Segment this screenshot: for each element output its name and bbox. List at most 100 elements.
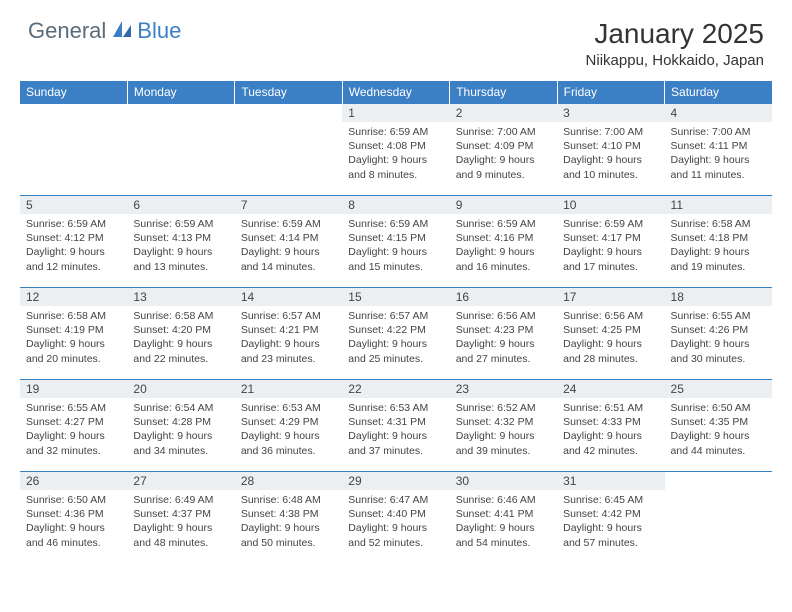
calendar-cell <box>127 104 234 196</box>
calendar-cell: 30Sunrise: 6:46 AMSunset: 4:41 PMDayligh… <box>450 472 557 564</box>
day-number: 31 <box>557 472 664 490</box>
day-data: Sunrise: 6:58 AMSunset: 4:19 PMDaylight:… <box>20 306 127 368</box>
weekday-header: Sunday <box>20 81 127 104</box>
weekday-header: Thursday <box>450 81 557 104</box>
calendar-cell <box>665 472 772 564</box>
day-data: Sunrise: 6:53 AMSunset: 4:31 PMDaylight:… <box>342 398 449 460</box>
day-number: 21 <box>235 380 342 398</box>
month-title: January 2025 <box>586 18 764 50</box>
day-data: Sunrise: 6:47 AMSunset: 4:40 PMDaylight:… <box>342 490 449 552</box>
day-number: 9 <box>450 196 557 214</box>
day-number: 5 <box>20 196 127 214</box>
calendar-table: Sunday Monday Tuesday Wednesday Thursday… <box>20 81 772 564</box>
day-data: Sunrise: 6:46 AMSunset: 4:41 PMDaylight:… <box>450 490 557 552</box>
weekday-header: Saturday <box>665 81 772 104</box>
logo-word-2: Blue <box>137 18 181 44</box>
calendar-cell: 9Sunrise: 6:59 AMSunset: 4:16 PMDaylight… <box>450 196 557 288</box>
calendar-cell: 13Sunrise: 6:58 AMSunset: 4:20 PMDayligh… <box>127 288 234 380</box>
day-data: Sunrise: 6:58 AMSunset: 4:18 PMDaylight:… <box>665 214 772 276</box>
sail-icon <box>111 19 133 44</box>
day-number: 15 <box>342 288 449 306</box>
calendar-cell: 29Sunrise: 6:47 AMSunset: 4:40 PMDayligh… <box>342 472 449 564</box>
day-number: 25 <box>665 380 772 398</box>
calendar-row: 1Sunrise: 6:59 AMSunset: 4:08 PMDaylight… <box>20 104 772 196</box>
calendar-cell: 20Sunrise: 6:54 AMSunset: 4:28 PMDayligh… <box>127 380 234 472</box>
day-data: Sunrise: 6:50 AMSunset: 4:36 PMDaylight:… <box>20 490 127 552</box>
day-number: 3 <box>557 104 664 122</box>
day-data: Sunrise: 6:59 AMSunset: 4:12 PMDaylight:… <box>20 214 127 276</box>
day-number: 28 <box>235 472 342 490</box>
day-data: Sunrise: 6:57 AMSunset: 4:22 PMDaylight:… <box>342 306 449 368</box>
day-number: 7 <box>235 196 342 214</box>
calendar-cell: 11Sunrise: 6:58 AMSunset: 4:18 PMDayligh… <box>665 196 772 288</box>
calendar-cell: 6Sunrise: 6:59 AMSunset: 4:13 PMDaylight… <box>127 196 234 288</box>
weekday-header: Monday <box>127 81 234 104</box>
day-data: Sunrise: 6:59 AMSunset: 4:08 PMDaylight:… <box>342 122 449 184</box>
calendar-cell: 16Sunrise: 6:56 AMSunset: 4:23 PMDayligh… <box>450 288 557 380</box>
day-data: Sunrise: 6:52 AMSunset: 4:32 PMDaylight:… <box>450 398 557 460</box>
day-number: 16 <box>450 288 557 306</box>
day-data: Sunrise: 6:58 AMSunset: 4:20 PMDaylight:… <box>127 306 234 368</box>
day-data: Sunrise: 6:59 AMSunset: 4:16 PMDaylight:… <box>450 214 557 276</box>
calendar-cell: 24Sunrise: 6:51 AMSunset: 4:33 PMDayligh… <box>557 380 664 472</box>
calendar-cell: 4Sunrise: 7:00 AMSunset: 4:11 PMDaylight… <box>665 104 772 196</box>
day-number: 18 <box>665 288 772 306</box>
day-number: 27 <box>127 472 234 490</box>
title-block: January 2025 Niikappu, Hokkaido, Japan <box>586 18 764 69</box>
calendar-row: 5Sunrise: 6:59 AMSunset: 4:12 PMDaylight… <box>20 196 772 288</box>
calendar-cell: 7Sunrise: 6:59 AMSunset: 4:14 PMDaylight… <box>235 196 342 288</box>
calendar-row: 19Sunrise: 6:55 AMSunset: 4:27 PMDayligh… <box>20 380 772 472</box>
day-number: 2 <box>450 104 557 122</box>
day-number: 13 <box>127 288 234 306</box>
logo: General Blue <box>28 18 181 44</box>
day-number: 29 <box>342 472 449 490</box>
header: General Blue January 2025 Niikappu, Hokk… <box>0 0 792 73</box>
day-data: Sunrise: 6:50 AMSunset: 4:35 PMDaylight:… <box>665 398 772 460</box>
calendar-cell: 23Sunrise: 6:52 AMSunset: 4:32 PMDayligh… <box>450 380 557 472</box>
day-number: 19 <box>20 380 127 398</box>
calendar-cell: 2Sunrise: 7:00 AMSunset: 4:09 PMDaylight… <box>450 104 557 196</box>
calendar-cell: 25Sunrise: 6:50 AMSunset: 4:35 PMDayligh… <box>665 380 772 472</box>
weekday-header: Tuesday <box>235 81 342 104</box>
weekday-header: Friday <box>557 81 664 104</box>
calendar-cell: 27Sunrise: 6:49 AMSunset: 4:37 PMDayligh… <box>127 472 234 564</box>
calendar-cell: 3Sunrise: 7:00 AMSunset: 4:10 PMDaylight… <box>557 104 664 196</box>
calendar-cell: 14Sunrise: 6:57 AMSunset: 4:21 PMDayligh… <box>235 288 342 380</box>
calendar-row: 12Sunrise: 6:58 AMSunset: 4:19 PMDayligh… <box>20 288 772 380</box>
day-data: Sunrise: 6:48 AMSunset: 4:38 PMDaylight:… <box>235 490 342 552</box>
calendar-cell: 28Sunrise: 6:48 AMSunset: 4:38 PMDayligh… <box>235 472 342 564</box>
day-data: Sunrise: 6:49 AMSunset: 4:37 PMDaylight:… <box>127 490 234 552</box>
calendar-cell: 31Sunrise: 6:45 AMSunset: 4:42 PMDayligh… <box>557 472 664 564</box>
day-data: Sunrise: 6:55 AMSunset: 4:27 PMDaylight:… <box>20 398 127 460</box>
day-number: 20 <box>127 380 234 398</box>
day-number: 30 <box>450 472 557 490</box>
day-number: 17 <box>557 288 664 306</box>
calendar-cell: 19Sunrise: 6:55 AMSunset: 4:27 PMDayligh… <box>20 380 127 472</box>
day-number: 14 <box>235 288 342 306</box>
calendar-cell: 8Sunrise: 6:59 AMSunset: 4:15 PMDaylight… <box>342 196 449 288</box>
day-data: Sunrise: 6:45 AMSunset: 4:42 PMDaylight:… <box>557 490 664 552</box>
calendar-cell: 26Sunrise: 6:50 AMSunset: 4:36 PMDayligh… <box>20 472 127 564</box>
calendar-cell: 18Sunrise: 6:55 AMSunset: 4:26 PMDayligh… <box>665 288 772 380</box>
day-data: Sunrise: 6:56 AMSunset: 4:23 PMDaylight:… <box>450 306 557 368</box>
day-data: Sunrise: 6:59 AMSunset: 4:17 PMDaylight:… <box>557 214 664 276</box>
day-data: Sunrise: 6:53 AMSunset: 4:29 PMDaylight:… <box>235 398 342 460</box>
calendar-cell: 1Sunrise: 6:59 AMSunset: 4:08 PMDaylight… <box>342 104 449 196</box>
day-data: Sunrise: 6:51 AMSunset: 4:33 PMDaylight:… <box>557 398 664 460</box>
calendar-row: 26Sunrise: 6:50 AMSunset: 4:36 PMDayligh… <box>20 472 772 564</box>
day-number: 6 <box>127 196 234 214</box>
weekday-header-row: Sunday Monday Tuesday Wednesday Thursday… <box>20 81 772 104</box>
calendar-cell: 17Sunrise: 6:56 AMSunset: 4:25 PMDayligh… <box>557 288 664 380</box>
day-number: 23 <box>450 380 557 398</box>
day-data: Sunrise: 7:00 AMSunset: 4:11 PMDaylight:… <box>665 122 772 184</box>
day-number: 12 <box>20 288 127 306</box>
day-data: Sunrise: 6:57 AMSunset: 4:21 PMDaylight:… <box>235 306 342 368</box>
weekday-header: Wednesday <box>342 81 449 104</box>
calendar-cell <box>235 104 342 196</box>
logo-word-1: General <box>28 18 106 44</box>
day-data: Sunrise: 6:55 AMSunset: 4:26 PMDaylight:… <box>665 306 772 368</box>
day-number: 22 <box>342 380 449 398</box>
day-data: Sunrise: 7:00 AMSunset: 4:10 PMDaylight:… <box>557 122 664 184</box>
calendar-cell: 22Sunrise: 6:53 AMSunset: 4:31 PMDayligh… <box>342 380 449 472</box>
day-number: 4 <box>665 104 772 122</box>
